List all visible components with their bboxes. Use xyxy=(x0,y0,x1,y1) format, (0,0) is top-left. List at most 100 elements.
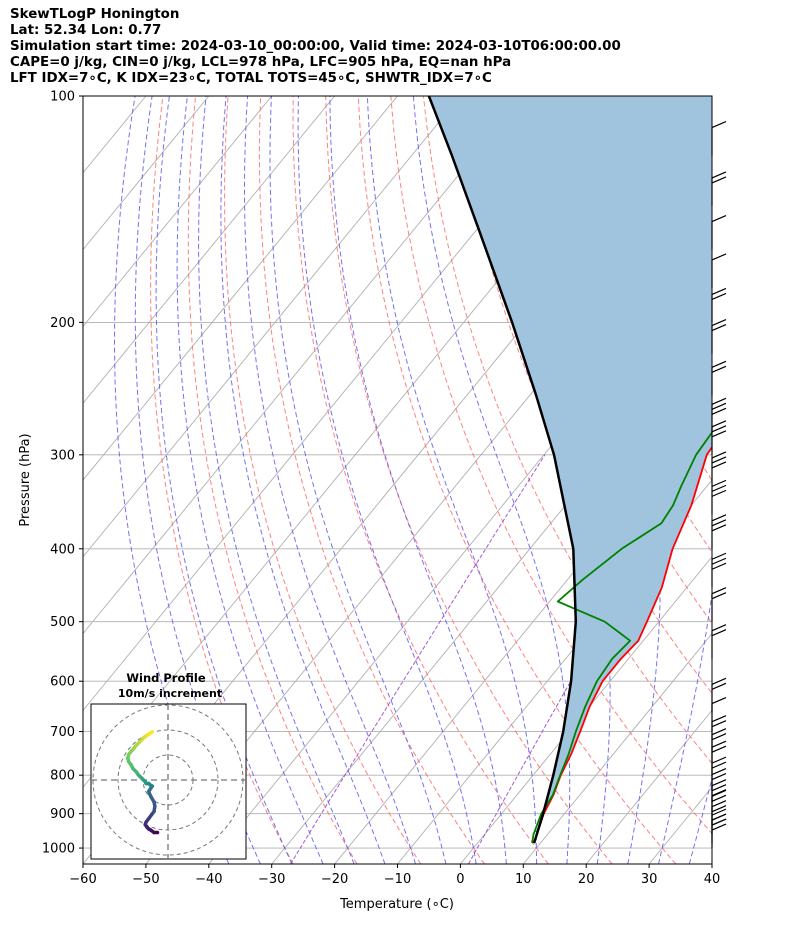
y-tick-label: 500 xyxy=(50,615,75,630)
y-tick-label: 700 xyxy=(50,725,75,740)
wind-barb-feather xyxy=(711,768,727,776)
wind-barb xyxy=(711,397,727,433)
wind-barb-feather xyxy=(711,430,727,438)
x-tick-label: −50 xyxy=(132,872,159,887)
x-tick-label: −30 xyxy=(258,872,285,887)
profile-lines xyxy=(427,96,712,844)
wind-barb xyxy=(711,514,727,549)
wind-barb-feather xyxy=(711,318,727,327)
y-tick-label: 200 xyxy=(50,316,75,331)
wind-barb xyxy=(711,808,727,844)
wind-barb xyxy=(711,318,727,354)
wind-barb-feather xyxy=(711,805,727,813)
moist-adiabat-line xyxy=(643,96,712,864)
moist-adiabat-line xyxy=(269,96,447,864)
dry-adiabat-line xyxy=(357,96,677,864)
dry-adiabat-line xyxy=(224,96,422,864)
x-tick-label: 40 xyxy=(704,872,721,887)
wind-barb-feather xyxy=(711,715,727,723)
wind-barb-feather xyxy=(711,756,727,764)
wind-barb-feather xyxy=(711,171,727,179)
dry-adiabat-line xyxy=(187,96,358,864)
moist-adiabat-line xyxy=(198,96,355,864)
wind-barb-feather xyxy=(711,800,727,808)
wind-barb-feather xyxy=(711,420,727,428)
wind-barb-feather xyxy=(711,456,727,464)
dry-adiabat-line xyxy=(150,96,294,864)
cape-cin-fill xyxy=(428,96,712,844)
y-tick-label: 1000 xyxy=(42,842,75,857)
isotherm-line xyxy=(522,632,712,864)
wind-barb-feather xyxy=(711,519,727,527)
y-tick-label: 900 xyxy=(50,807,75,822)
wind-barb-feather xyxy=(711,451,727,459)
wind-barb-feather xyxy=(711,524,727,532)
hodograph-plot xyxy=(91,704,246,859)
wind-barb xyxy=(711,420,727,455)
wind-barb-feather xyxy=(711,287,727,295)
isotherm-line xyxy=(83,96,335,404)
wind-barb-feather xyxy=(711,557,727,565)
y-tick-label: 300 xyxy=(50,448,75,463)
wind-barb-feather xyxy=(711,773,727,781)
chart-header: SkewTLogP Honington Lat: 52.34 Lon: 0.77… xyxy=(10,7,621,87)
wind-barb-feather xyxy=(711,489,727,497)
hodograph-inset: Wind Profile 10m/s increment xyxy=(90,671,247,860)
dry-adiabat-line xyxy=(325,96,613,864)
wind-barb-feather xyxy=(711,745,727,753)
hodograph-trace-segment xyxy=(147,730,154,736)
isotherm-line xyxy=(397,479,712,864)
wind-barb-feather xyxy=(711,479,727,487)
x-tick-label: −20 xyxy=(321,872,348,887)
dry-adiabat-line xyxy=(782,96,794,864)
wind-barb-feather xyxy=(711,425,727,433)
isotherm-line xyxy=(83,96,273,328)
wind-barb-feather xyxy=(711,789,727,797)
wind-barb xyxy=(711,451,727,486)
x-axis-label: Temperature (∘C) xyxy=(339,897,454,912)
parcel-path-line xyxy=(427,96,578,844)
wind-barb-feather xyxy=(711,323,727,332)
isotherm-line xyxy=(585,709,712,864)
wind-barb-feather xyxy=(711,720,727,728)
x-tick-label: 0 xyxy=(456,872,464,887)
dry-adiabat-line xyxy=(749,96,794,864)
wind-barb-feather xyxy=(711,629,727,637)
wind-barb-feather xyxy=(711,402,727,410)
wind-barb-feather xyxy=(711,761,727,769)
station-location: Lat: 52.34 Lon: 0.77 xyxy=(10,23,162,38)
y-tick-label: 800 xyxy=(50,769,75,784)
wind-barb-feather xyxy=(711,808,727,816)
y-tick-label: 400 xyxy=(50,542,75,557)
wind-barb-feather xyxy=(711,733,727,741)
wind-barb-feather xyxy=(711,813,727,821)
wind-barb xyxy=(711,360,727,396)
wind-barb-feather xyxy=(711,587,727,595)
wind-barb-feather xyxy=(711,360,727,368)
wind-barb-feather xyxy=(711,120,727,129)
index-parameters: LFT IDX=7∘C, K IDX=23∘C, TOTAL TOTS=45∘C… xyxy=(10,71,492,86)
wind-barb xyxy=(711,214,727,250)
isotherm-line xyxy=(83,96,84,97)
moist-adiabat-line xyxy=(244,96,416,864)
wind-barb-feather xyxy=(711,176,727,184)
hodograph-subtitle: 10m/s increment xyxy=(118,687,222,700)
y-tick-label: 100 xyxy=(50,90,75,105)
temperature-line xyxy=(533,445,712,844)
wind-barb-feather xyxy=(711,784,727,792)
moist-adiabat-line xyxy=(329,96,507,864)
chart-title: SkewTLogP Honington xyxy=(10,7,180,22)
x-tick-label: −60 xyxy=(69,872,96,887)
stability-parameters: CAPE=0 j/kg, CIN=0 j/kg, LCL=978 hPa, LF… xyxy=(10,55,512,70)
wind-barb xyxy=(711,253,727,288)
dry-adiabat-line xyxy=(422,96,712,765)
axes: −60 −50 −40 −30 −20 −10 0 10 20 30 40 1000 900 800 700… xyxy=(42,90,720,888)
moist-adiabat-line xyxy=(155,96,293,864)
wind-barb-feather xyxy=(711,253,727,261)
wind-barb-feather xyxy=(711,740,727,748)
wind-barb-feather xyxy=(711,677,727,685)
wind-barb-feather xyxy=(711,789,727,797)
wind-barb-feather xyxy=(711,728,727,736)
x-tick-label: −10 xyxy=(384,872,411,887)
wind-barb-feather xyxy=(711,779,727,787)
